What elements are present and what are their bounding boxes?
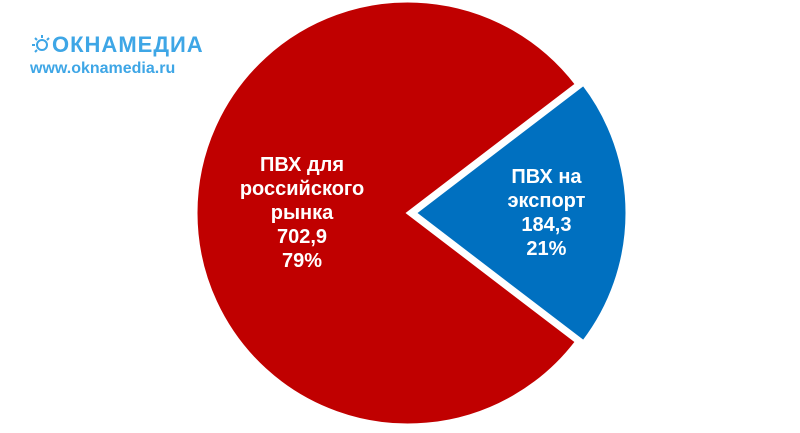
percent-label: 79% <box>281 250 323 272</box>
slice-label: ПВХ для российского рынка 702,9 79% <box>227 153 377 273</box>
category-label: ПВХ на экспорт <box>507 166 586 212</box>
logo: ОКНАМЕДИА <box>52 32 204 57</box>
category-label: ПВХ для российского рынка <box>239 154 365 224</box>
pie-slice <box>412 82 629 344</box>
value-label: 184,3 <box>521 214 572 236</box>
logo-url: www.oknamedia.ru <box>30 60 176 77</box>
pie-slice <box>194 0 579 427</box>
percent-label: 21% <box>526 238 567 260</box>
value-label: 702,9 <box>276 226 328 248</box>
slice-label: ПВХ на экспорт 184,3 21% <box>491 165 601 261</box>
logo-icon <box>32 35 50 53</box>
